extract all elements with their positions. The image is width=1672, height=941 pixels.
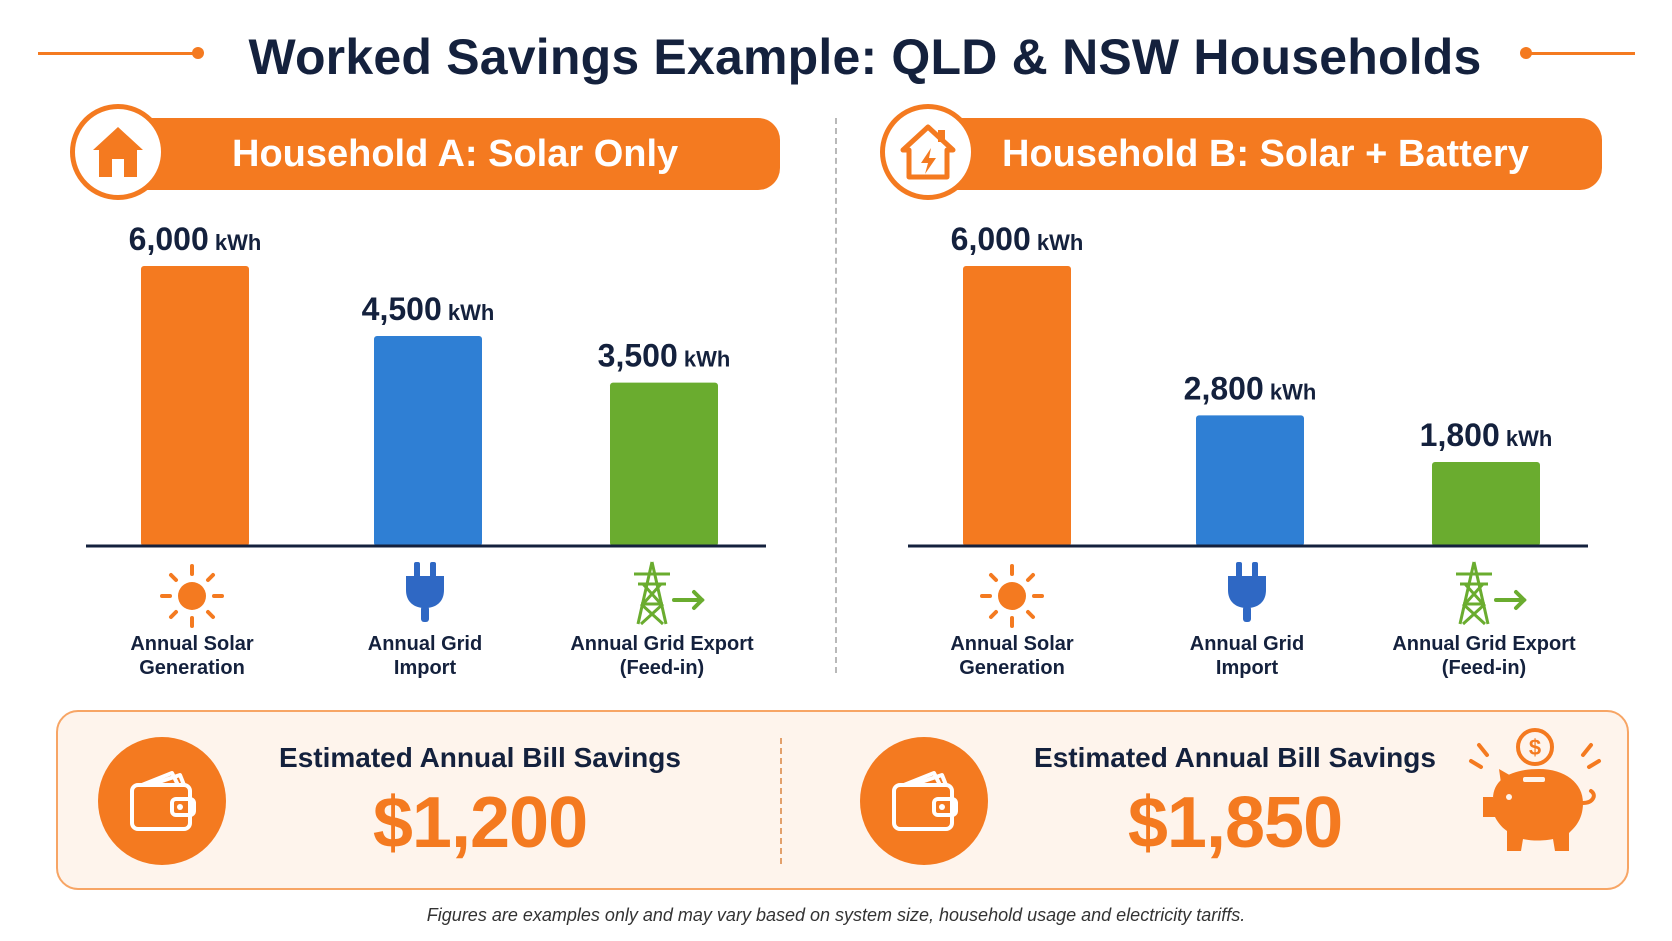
data-label-import-b: 2,800 kWh xyxy=(1184,370,1317,406)
wallet-icon xyxy=(98,737,226,865)
category-label-import-a: Annual Grid Import xyxy=(367,633,483,679)
panel-divider xyxy=(835,118,837,673)
data-label-solar-b: 6,000 kWh xyxy=(951,221,1084,257)
house-icon xyxy=(70,104,166,200)
data-label-solar-a: 6,000 kWh xyxy=(129,221,262,257)
household-b-title: Household B: Solar + Battery xyxy=(1002,133,1529,175)
household-b-banner: Household B: Solar + Battery xyxy=(930,118,1602,190)
data-label-import-a: 4,500 kWh xyxy=(362,291,495,327)
category-label-export-a: Annual Grid Export (Feed-in) xyxy=(570,633,754,679)
title-rule-left xyxy=(38,52,198,55)
household-a-bar-chart: 6,000 kWh 4,500 kWh 3,500 kWh xyxy=(86,221,766,548)
category-label-solar-b: Annual Solar Generation xyxy=(950,633,1074,679)
title-row: Worked Savings Example: QLD & NSW Househ… xyxy=(0,18,1672,88)
wallet-icon xyxy=(860,737,988,865)
category-label-solar-a: Annual Solar Generation xyxy=(130,633,254,679)
house-lightning-icon xyxy=(880,104,976,200)
savings-divider xyxy=(780,738,782,864)
household-a-title: Household A: Solar Only xyxy=(232,133,679,175)
data-label-export-b: 1,800 kWh xyxy=(1420,417,1553,453)
savings-panel xyxy=(56,710,1629,890)
plug-icon xyxy=(400,560,450,631)
category-label-import-b: Annual Grid Import xyxy=(1189,633,1305,679)
pylon-export-icon xyxy=(1452,560,1532,631)
bar-import-a xyxy=(374,336,482,546)
household-b-bar-chart: 6,000 kWh 2,800 kWh 1,800 kWh xyxy=(908,221,1588,548)
page-title: Worked Savings Example: QLD & NSW Househ… xyxy=(248,29,1482,85)
savings-label-b: Estimated Annual Bill Savings xyxy=(1034,742,1436,773)
sun-icon xyxy=(978,562,1046,635)
category-label-export-b: Annual Grid Export (Feed-in) xyxy=(1392,633,1576,679)
household-a-banner: Household A: Solar Only xyxy=(110,118,780,190)
footnote: Figures are examples only and may vary b… xyxy=(426,905,1246,925)
data-label-export-a: 3,500 kWh xyxy=(598,338,731,374)
title-dot-left xyxy=(192,47,204,59)
savings-value-a: $1,200 xyxy=(372,783,588,863)
sun-icon xyxy=(158,562,226,635)
bar-export-a xyxy=(610,382,718,546)
bar-import-b xyxy=(1196,415,1304,546)
svg-text:$: $ xyxy=(1529,735,1541,760)
bar-export-b xyxy=(1432,462,1540,546)
piggy-bank-icon: $ xyxy=(1465,725,1605,880)
title-dot-right xyxy=(1520,47,1532,59)
title-rule-right xyxy=(1527,52,1635,55)
bar-solar-b xyxy=(963,266,1071,546)
savings-value-b: $1,850 xyxy=(1127,783,1343,863)
plug-icon xyxy=(1222,560,1272,631)
bar-solar-a xyxy=(141,266,249,546)
savings-label-a: Estimated Annual Bill Savings xyxy=(279,742,681,773)
pylon-export-icon xyxy=(630,560,710,631)
